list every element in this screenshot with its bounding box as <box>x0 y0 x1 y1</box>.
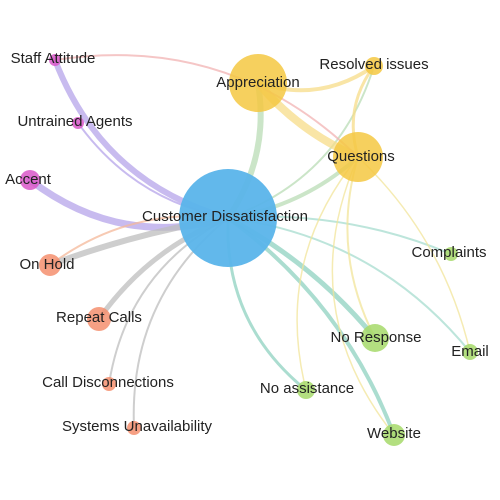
label-staff: Staff Attitude <box>11 50 96 67</box>
node-center[interactable] <box>179 169 277 267</box>
node-onhold[interactable] <box>39 254 61 276</box>
node-accent[interactable] <box>20 170 40 190</box>
node-appreciation[interactable] <box>229 54 287 112</box>
node-staff[interactable] <box>49 54 61 66</box>
node-email[interactable] <box>462 344 478 360</box>
node-resolved[interactable] <box>365 57 383 75</box>
label-resolved: Resolved issues <box>319 56 428 73</box>
node-disconnect[interactable] <box>102 377 116 391</box>
edge-questions-noassist <box>296 156 359 391</box>
label-systems: Systems Unavailability <box>62 418 213 435</box>
node-systems[interactable] <box>127 421 141 435</box>
label-website: Website <box>367 425 421 442</box>
node-questions[interactable] <box>333 132 383 182</box>
edge-questions-email <box>357 156 471 353</box>
node-repeat[interactable] <box>87 307 111 331</box>
label-disconnect: Call Disconnections <box>42 374 174 391</box>
label-accent: Accent <box>5 171 52 188</box>
node-noassist[interactable] <box>297 381 315 399</box>
label-noresponse: No Response <box>331 329 422 346</box>
node-untrained[interactable] <box>72 117 84 129</box>
label-center: Customer Dissatisfaction <box>142 208 308 225</box>
label-complaints: Complaints <box>411 244 486 261</box>
label-appreciation: Appreciation <box>216 74 299 91</box>
label-onhold: On Hold <box>19 256 74 273</box>
node-website[interactable] <box>383 424 405 446</box>
label-questions: Questions <box>327 148 395 165</box>
label-untrained: Untrained Agents <box>17 113 132 130</box>
edge-staff-questions <box>54 54 359 158</box>
edge-questions-website <box>331 156 395 436</box>
node-noresponse[interactable] <box>361 324 389 352</box>
label-repeat: Repeat Calls <box>56 309 142 326</box>
label-noassist: No assistance <box>260 380 354 397</box>
node-complaints[interactable] <box>444 247 458 261</box>
label-email: Email <box>451 343 489 360</box>
